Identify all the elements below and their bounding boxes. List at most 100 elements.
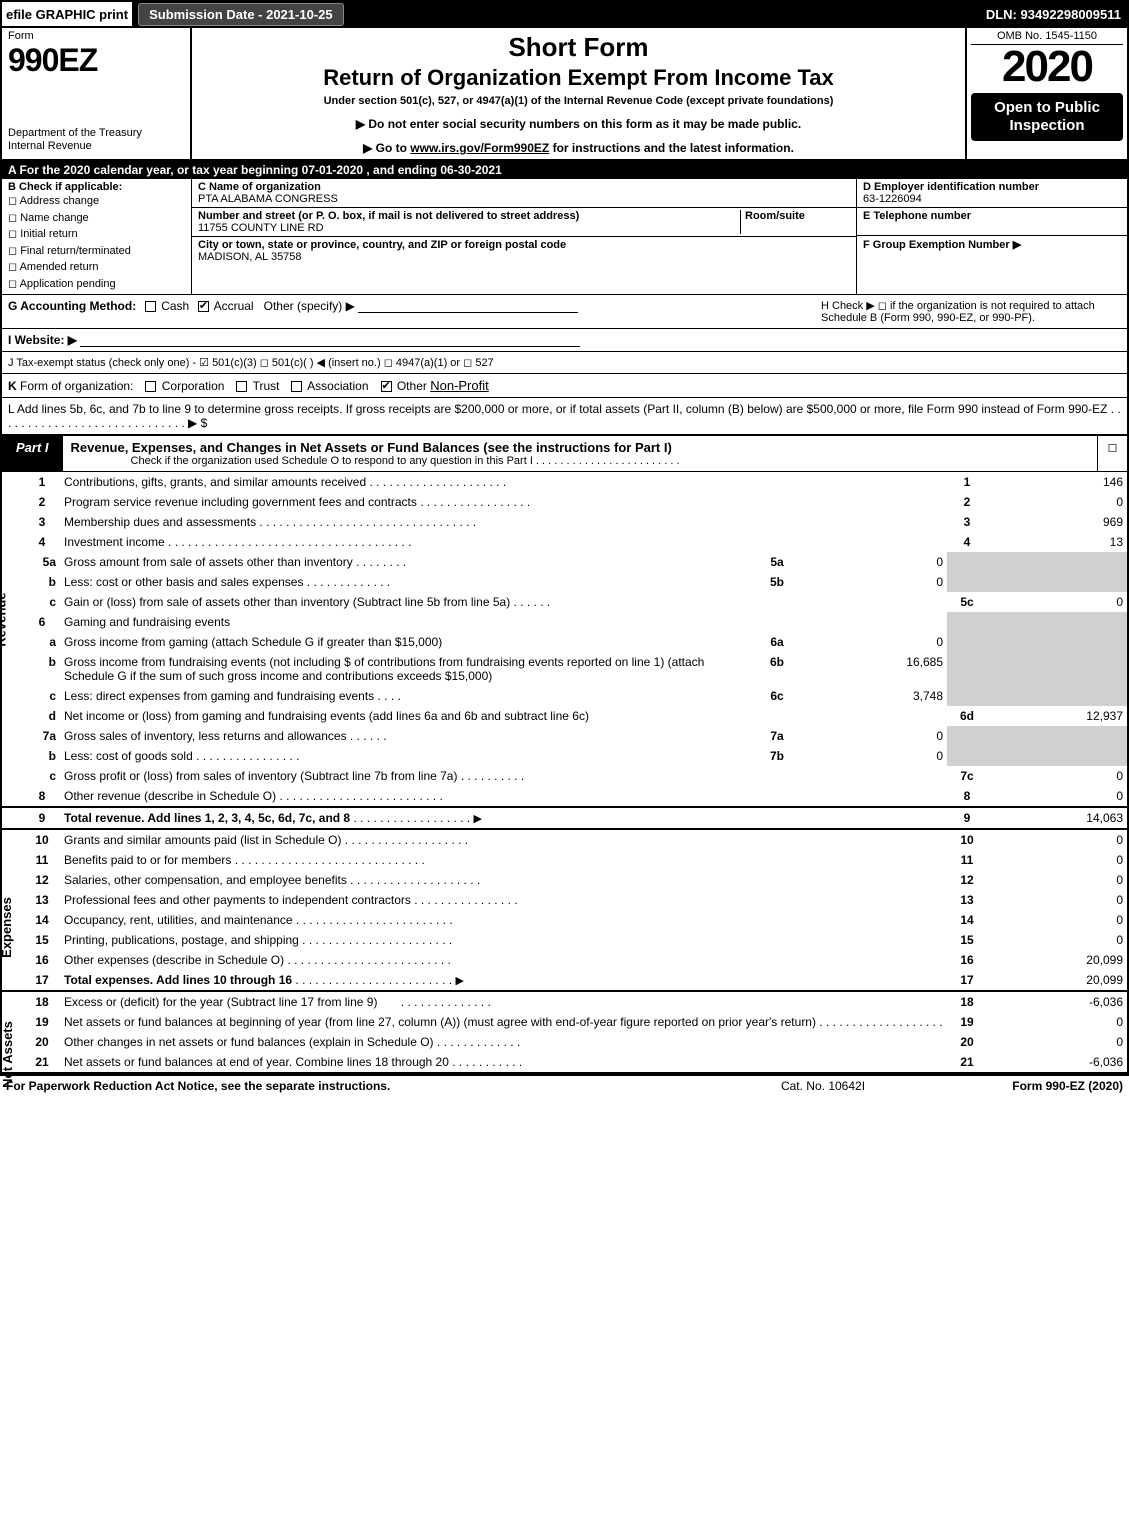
row-7c: c Gross profit or (loss) from sales of i… [2, 766, 1127, 786]
row-15: 15 Printing, publications, postage, and … [2, 930, 1127, 950]
dln-label: DLN: 93492298009511 [986, 7, 1129, 22]
part-1-table: Revenue 1 Contributions, gifts, grants, … [2, 472, 1127, 1072]
line-k: K Form of organization: Corporation Trus… [2, 374, 1127, 398]
department-label: Department of the Treasury Internal Reve… [8, 127, 184, 153]
vlabel-revenue: Revenue [0, 592, 9, 646]
row-6a: a Gross income from gaming (attach Sched… [2, 632, 1127, 652]
dept-treasury: Department of the Treasury [8, 127, 142, 139]
row-11: 11 Benefits paid to or for members . . .… [2, 850, 1127, 870]
tax-year: 2020 [971, 45, 1123, 89]
tax-exempt-status: J Tax-exempt status (check only one) - ☑… [8, 356, 1121, 369]
form-outer: Form 990EZ Department of the Treasury In… [0, 28, 1129, 1074]
lbl-room: Room/suite [745, 210, 805, 222]
sections-bcdef: B Check if applicable: ◻ Address change … [2, 179, 1127, 295]
part-1-title: Revenue, Expenses, and Changes in Net As… [63, 436, 1097, 471]
part-1-subtitle: Check if the organization used Schedule … [71, 455, 1089, 467]
row-18: Net Assets 18 Excess or (deficit) for th… [2, 991, 1127, 1012]
chk-address-change[interactable]: ◻ Address change [8, 193, 185, 210]
section-a-taxyear: A For the 2020 calendar year, or tax yea… [2, 161, 1127, 179]
header-mid: Short Form Return of Organization Exempt… [192, 28, 967, 159]
lbl-city: City or town, state or province, country… [198, 239, 566, 251]
footer-form-ref: Form 990-EZ (2020) [923, 1079, 1123, 1093]
chk-name-change[interactable]: ◻ Name change [8, 210, 185, 227]
lbl-address: Number and street (or P. O. box, if mail… [198, 210, 579, 222]
part-1-header: Part I Revenue, Expenses, and Changes in… [2, 434, 1127, 472]
section-def: D Employer identification number 63-1226… [857, 179, 1127, 294]
footer-cat-no: Cat. No. 10642I [723, 1079, 923, 1093]
row-4: 4 Investment income . . . . . . . . . . … [2, 532, 1127, 552]
row-9: 9 Total revenue. Add lines 1, 2, 3, 4, 5… [2, 807, 1127, 829]
efile-print-button[interactable]: efile GRAPHIC print [0, 0, 134, 28]
other-method-field[interactable] [358, 299, 578, 313]
lbl-group-exemption: F Group Exemption Number ▶ [863, 239, 1021, 251]
top-bar: efile GRAPHIC print Submission Date - 20… [0, 0, 1129, 28]
other-org-value: Non-Profit [430, 378, 489, 393]
part-1-checkbox[interactable]: ◻ [1097, 436, 1127, 471]
row-20: 20 Other changes in net assets or fund b… [2, 1032, 1127, 1052]
goto-post: for instructions and the latest informat… [549, 141, 794, 155]
line-j: J Tax-exempt status (check only one) - ☑… [2, 352, 1127, 374]
row-16: 16 Other expenses (describe in Schedule … [2, 950, 1127, 970]
row-7a: 7a Gross sales of inventory, less return… [2, 726, 1127, 746]
submission-date-button[interactable]: Submission Date - 2021-10-25 [138, 3, 344, 26]
chk-association[interactable] [291, 381, 302, 392]
footer-left: For Paperwork Reduction Act Notice, see … [6, 1079, 723, 1093]
lbl-website: I Website: ▶ [8, 333, 77, 347]
open-to-public: Open to Public Inspection [971, 93, 1123, 141]
line-i: I Website: ▶ [2, 329, 1127, 352]
line-l-text: L Add lines 5b, 6c, and 7b to line 9 to … [8, 402, 1121, 430]
chk-final-return[interactable]: ◻ Final return/terminated [8, 243, 185, 260]
row-1: Revenue 1 Contributions, gifts, grants, … [2, 472, 1127, 492]
row-13: 13 Professional fees and other payments … [2, 890, 1127, 910]
header-left: Form 990EZ Department of the Treasury In… [2, 28, 192, 159]
lbl-org-name: C Name of organization [198, 181, 321, 193]
row-19: 19 Net assets or fund balances at beginn… [2, 1012, 1127, 1032]
chk-trust[interactable] [236, 381, 247, 392]
row-12: 12 Salaries, other compensation, and emp… [2, 870, 1127, 890]
row-7b: b Less: cost of goods sold . . . . . . .… [2, 746, 1127, 766]
row-21: 21 Net assets or fund balances at end of… [2, 1052, 1127, 1072]
lbl-phone: E Telephone number [863, 210, 971, 222]
chk-accrual[interactable] [198, 301, 209, 312]
website-field[interactable] [80, 333, 580, 347]
header-right: OMB No. 1545-1150 2020 Open to Public In… [967, 28, 1127, 159]
chk-other-org[interactable] [381, 381, 392, 392]
chk-initial-return[interactable]: ◻ Initial return [8, 226, 185, 243]
page-footer: For Paperwork Reduction Act Notice, see … [0, 1074, 1129, 1096]
row-10: Expenses 10 Grants and similar amounts p… [2, 829, 1127, 850]
org-address: 11755 COUNTY LINE RD [198, 222, 324, 234]
chk-application-pending[interactable]: ◻ Application pending [8, 276, 185, 293]
section-b: B Check if applicable: ◻ Address change … [2, 179, 192, 294]
lbl-accrual: Accrual [214, 299, 254, 313]
vlabel-netassets: Net Assets [0, 1021, 15, 1088]
warning-ssn: ▶ Do not enter social security numbers o… [200, 117, 957, 131]
row-8: 8 Other revenue (describe in Schedule O)… [2, 786, 1127, 807]
chk-amended-return[interactable]: ◻ Amended return [8, 259, 185, 276]
goto-pre: ▶ Go to [363, 141, 410, 155]
lbl-cash: Cash [161, 299, 189, 313]
row-6: 6 Gaming and fundraising events [2, 612, 1127, 632]
under-section-text: Under section 501(c), 527, or 4947(a)(1)… [200, 95, 957, 107]
chk-corporation[interactable] [145, 381, 156, 392]
row-6d: d Net income or (loss) from gaming and f… [2, 706, 1127, 726]
line-l: L Add lines 5b, 6c, and 7b to line 9 to … [2, 398, 1127, 434]
line-g-h: G Accounting Method: Cash Accrual Other … [2, 295, 1127, 329]
ein-value: 63-1226094 [863, 193, 922, 205]
line-h: H Check ▶ ◻ if the organization is not r… [821, 299, 1121, 324]
form-label: Form [8, 30, 184, 42]
lbl-accounting-method: G Accounting Method: [8, 299, 136, 313]
short-form-title: Short Form [200, 32, 957, 63]
row-3: 3 Membership dues and assessments . . . … [2, 512, 1127, 532]
row-14: 14 Occupancy, rent, utilities, and maint… [2, 910, 1127, 930]
chk-cash[interactable] [145, 301, 156, 312]
lbl-other-method: Other (specify) ▶ [264, 299, 355, 313]
org-name: PTA ALABAMA CONGRESS [198, 193, 338, 205]
irs-link[interactable]: www.irs.gov/Form990EZ [410, 141, 549, 155]
row-6c: c Less: direct expenses from gaming and … [2, 686, 1127, 706]
org-city: MADISON, AL 35758 [198, 251, 302, 263]
vlabel-expenses: Expenses [0, 897, 14, 958]
goto-link-line: ▶ Go to www.irs.gov/Form990EZ for instru… [200, 141, 957, 155]
row-5c: c Gain or (loss) from sale of assets oth… [2, 592, 1127, 612]
dept-irs: Internal Revenue [8, 140, 92, 152]
return-title: Return of Organization Exempt From Incom… [200, 65, 957, 91]
